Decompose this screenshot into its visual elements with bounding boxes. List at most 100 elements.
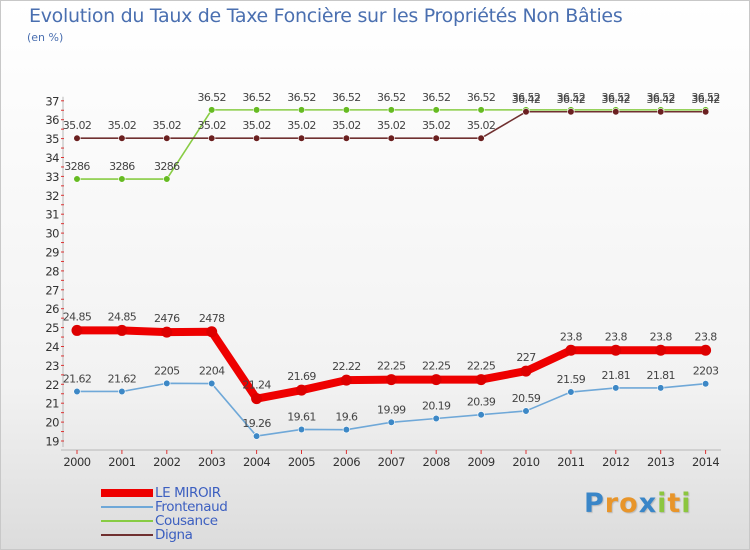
y-tick-label: 28 <box>45 264 59 278</box>
y-unit-label: (en %) <box>27 31 64 44</box>
data-point <box>477 411 485 419</box>
y-tick-label: 27 <box>45 283 59 297</box>
x-tick-label: 2006 <box>333 455 360 469</box>
chart-title: Evolution du Taux de Taxe Foncière sur l… <box>29 5 623 27</box>
data-point <box>385 374 397 386</box>
data-point <box>432 134 440 142</box>
data-label: 35.02 <box>63 119 92 132</box>
data-point <box>342 426 351 434</box>
x-tick-label: 2003 <box>198 455 225 469</box>
data-label: 19.61 <box>287 410 316 423</box>
data-point <box>118 175 126 183</box>
x-tick-label: 2011 <box>557 455 584 469</box>
legend-label: Cousance <box>155 513 218 529</box>
legend-item: Frontenaud <box>101 499 361 515</box>
data-point <box>477 106 485 114</box>
data-point <box>701 380 710 388</box>
data-label: 21.62 <box>108 372 137 385</box>
data-point <box>253 106 261 114</box>
x-tick-label: 2010 <box>512 455 539 469</box>
data-label: 36.42 <box>602 93 631 106</box>
legend-label: LE MIROIR <box>155 485 221 501</box>
data-point <box>297 425 306 434</box>
data-label: 24.85 <box>108 310 137 323</box>
data-label: 36.42 <box>557 93 586 106</box>
data-point <box>432 106 440 114</box>
data-point <box>342 106 351 114</box>
data-label: 19.99 <box>377 403 406 416</box>
data-point <box>73 387 81 396</box>
data-point <box>163 175 171 183</box>
data-point <box>118 387 126 396</box>
x-tick-label: 2012 <box>602 455 629 469</box>
data-point <box>432 414 440 423</box>
y-tick-label: 37 <box>45 94 59 108</box>
x-tick-label: 2004 <box>243 455 270 469</box>
y-tick-label: 29 <box>45 246 59 260</box>
data-point <box>253 432 261 440</box>
data-label: 227 <box>516 351 536 364</box>
data-label: 2203 <box>693 365 719 378</box>
legend-item: Cousance <box>101 513 361 529</box>
data-label: 3286 <box>154 160 180 173</box>
data-label: 36.52 <box>377 91 406 104</box>
data-point <box>522 407 530 415</box>
data-point <box>253 134 261 142</box>
data-label: 36.42 <box>646 93 675 106</box>
data-point <box>565 344 577 356</box>
legend-label: Digna <box>155 527 193 543</box>
data-point <box>161 326 173 338</box>
data-label: 35.02 <box>332 119 361 132</box>
x-tick-label: 2002 <box>153 455 180 469</box>
x-tick-label: 2008 <box>423 455 450 469</box>
data-point <box>387 106 395 114</box>
data-label: 35.02 <box>108 119 137 132</box>
data-label: 19.6 <box>335 411 358 424</box>
data-point <box>342 134 351 142</box>
data-point <box>520 365 532 377</box>
y-tick-label: 25 <box>45 321 59 335</box>
y-tick-label: 32 <box>45 189 59 203</box>
data-point <box>297 106 306 114</box>
data-label: 21.24 <box>242 379 271 392</box>
legend-label: Frontenaud <box>155 499 228 515</box>
data-label: 36.42 <box>691 93 720 106</box>
data-label: 36.42 <box>512 93 541 106</box>
data-label: 35.02 <box>153 119 182 132</box>
data-point <box>208 379 216 388</box>
data-label: 23.8 <box>695 330 718 343</box>
data-point <box>701 108 710 116</box>
x-tick-label: 2005 <box>288 455 315 469</box>
data-point <box>163 379 171 387</box>
y-tick-label: 22 <box>45 378 59 392</box>
data-label: 23.8 <box>605 330 628 343</box>
data-label: 36.52 <box>422 91 451 104</box>
y-tick-label: 31 <box>45 208 59 222</box>
data-point <box>208 106 216 114</box>
data-point <box>522 108 530 116</box>
x-tick-label: 2007 <box>378 455 405 469</box>
data-label: 23.8 <box>560 330 583 343</box>
data-label: 21.81 <box>602 369 631 382</box>
data-label: 36.52 <box>602 91 631 104</box>
data-point <box>296 384 307 396</box>
data-point <box>477 134 485 142</box>
data-label: 21.81 <box>646 369 675 382</box>
data-label: 3286 <box>109 160 135 173</box>
x-tick-label: 2001 <box>108 455 135 469</box>
data-point <box>612 384 620 392</box>
data-point <box>116 324 128 336</box>
data-point <box>73 134 81 142</box>
legend: LE MIROIR Frontenaud Cousance Digna <box>101 485 361 543</box>
y-tick-label: 21 <box>45 397 59 411</box>
x-tick-label: 2014 <box>692 455 719 469</box>
data-point <box>163 134 171 142</box>
data-point <box>387 418 395 426</box>
data-label: 21.59 <box>557 373 586 386</box>
data-point <box>208 134 216 142</box>
data-label: 2205 <box>154 364 180 377</box>
x-tick-label: 2009 <box>467 455 494 469</box>
y-tick-label: 34 <box>45 151 59 165</box>
legend-item: LE MIROIR <box>101 485 361 501</box>
data-label: 36.52 <box>332 91 361 104</box>
